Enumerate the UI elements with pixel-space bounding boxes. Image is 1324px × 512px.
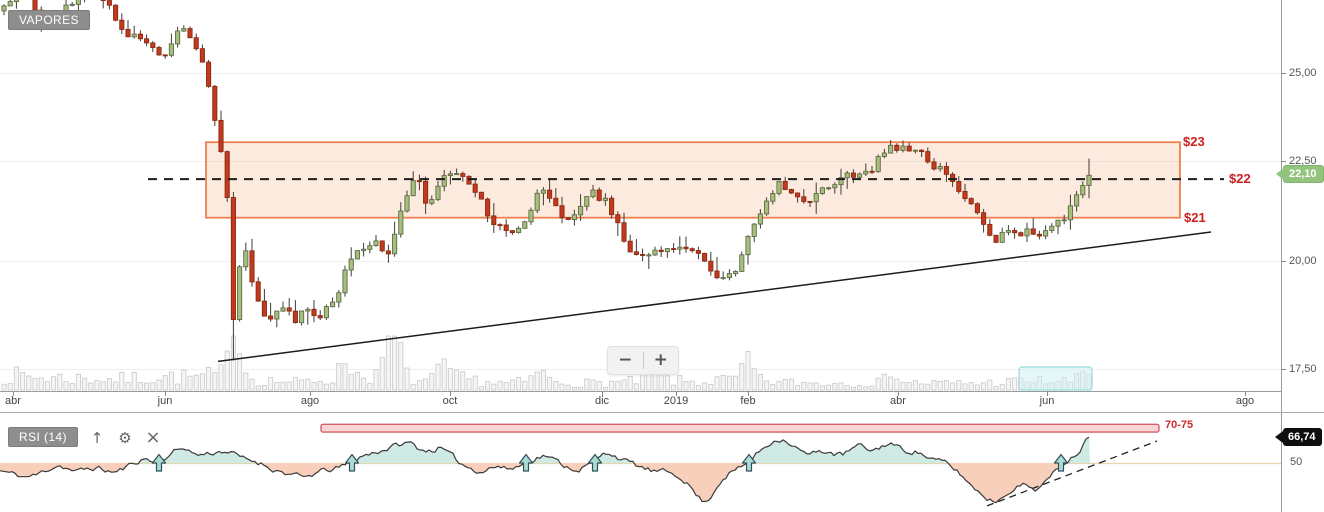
x-axis-label: feb: [740, 395, 756, 407]
rsi-band-label[interactable]: 70-75: [1165, 419, 1194, 431]
zoom-controls: − +: [607, 346, 679, 375]
rsi-cross-up-arrow-icon: [1053, 453, 1069, 472]
zone-mid-label[interactable]: $22: [1229, 171, 1251, 187]
x-axis-label: ago: [1235, 395, 1255, 407]
x-axis-label: 2019: [663, 395, 689, 407]
symbol-text: VAPORES: [19, 13, 79, 27]
y-axis-label: 17,50: [1289, 363, 1317, 375]
rsi-cross-up-arrow-icon: [344, 453, 360, 472]
rsi-cross-up-arrow-icon: [587, 453, 603, 472]
close-icon[interactable]: ×: [142, 428, 164, 448]
x-axis-label: abr: [5, 395, 21, 407]
rsi-cross-up-arrow-icon: [151, 453, 167, 472]
settings-gear-icon[interactable]: ⚙: [114, 428, 136, 448]
x-axis-label: oct: [442, 395, 458, 407]
rsi-indicator-label[interactable]: RSI (14): [8, 427, 78, 447]
last-price-value: 22,10: [1289, 168, 1317, 181]
zoom-out-button[interactable]: −: [608, 349, 643, 372]
rsi-label-text: RSI (14): [19, 430, 67, 444]
zoom-in-button[interactable]: +: [644, 349, 679, 372]
zoom-divider: [642, 352, 644, 369]
move-up-icon[interactable]: ↑: [86, 428, 108, 448]
last-price-badge: 22,10: [1276, 165, 1324, 184]
symbol-label[interactable]: VAPORES: [8, 10, 90, 30]
x-axis-label: dic: [594, 395, 610, 407]
y-axis-label: 22,50: [1289, 155, 1317, 167]
rsi-cross-up-arrow-icon: [518, 453, 534, 472]
y-axis-label: 25,00: [1289, 67, 1317, 79]
y-axis-label: 20,00: [1289, 255, 1317, 267]
zone-top-label[interactable]: $23: [1183, 134, 1205, 150]
rsi-cross-up-arrow-icon: [741, 453, 757, 472]
x-axis-label: abr: [890, 395, 906, 407]
rsi-value-text: 66,74: [1288, 431, 1316, 443]
x-axis-label: jun: [1039, 395, 1055, 407]
rsi-level-label: 50: [1290, 456, 1303, 468]
zone-bottom-label[interactable]: $21: [1184, 209, 1206, 225]
rsi-value-badge: 66,74: [1275, 428, 1322, 446]
x-axis-label: jun: [157, 395, 173, 407]
x-axis-label: ago: [300, 395, 320, 407]
